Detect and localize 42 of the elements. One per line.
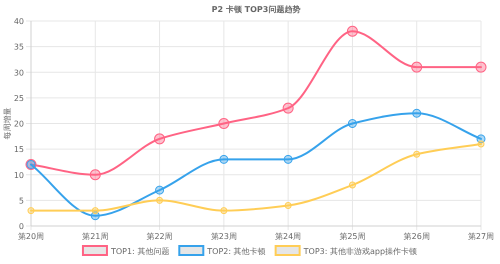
- point: [28, 207, 34, 214]
- x-tick-label: 第21周: [82, 232, 108, 241]
- point: [478, 140, 484, 148]
- point: [413, 150, 420, 158]
- chart-title: P2 卡顿 TOP3问题趋势: [212, 5, 300, 14]
- point: [411, 62, 422, 73]
- point: [92, 207, 99, 214]
- point: [346, 26, 358, 37]
- point: [155, 186, 164, 195]
- y-axis-title: 每周增量: [3, 108, 12, 140]
- legend-label: TOP3: 其他非游戏app操作卡顿: [302, 247, 418, 256]
- x-tick-label: 第23周: [210, 232, 237, 241]
- point: [282, 102, 294, 114]
- y-tick-label: 5: [18, 196, 24, 206]
- point: [156, 196, 164, 204]
- x-tick-label: 第20周: [18, 232, 44, 241]
- point: [284, 154, 293, 164]
- point: [154, 133, 166, 144]
- x-tick-label: 第26周: [404, 232, 430, 241]
- y-tick-label: 35: [14, 42, 24, 52]
- y-tick-label: 30: [14, 68, 24, 78]
- point: [348, 182, 356, 188]
- point: [218, 118, 230, 129]
- point: [348, 119, 357, 128]
- x-tick-label: 第22周: [146, 232, 173, 241]
- legend-label: TOP1: 其他问题: [110, 247, 170, 256]
- y-tick-label: 25: [14, 94, 24, 103]
- y-tick-label: 0: [18, 222, 24, 231]
- y-tick-label: 20: [14, 120, 24, 128]
- x-tick-label: 第24周: [275, 232, 302, 241]
- legend-label: TOP2: 其他卡顿: [206, 247, 266, 256]
- point: [284, 202, 292, 209]
- point: [476, 62, 486, 73]
- y-tick-label: 40: [14, 17, 24, 26]
- x-tick-label: 第27周: [468, 232, 494, 241]
- point: [90, 169, 101, 180]
- x-tick-label: 第25周: [339, 232, 366, 241]
- y-tick-label: 10: [14, 170, 24, 180]
- point: [220, 207, 228, 214]
- point: [219, 154, 228, 164]
- y-tick-label: 15: [14, 145, 24, 154]
- point: [412, 108, 422, 118]
